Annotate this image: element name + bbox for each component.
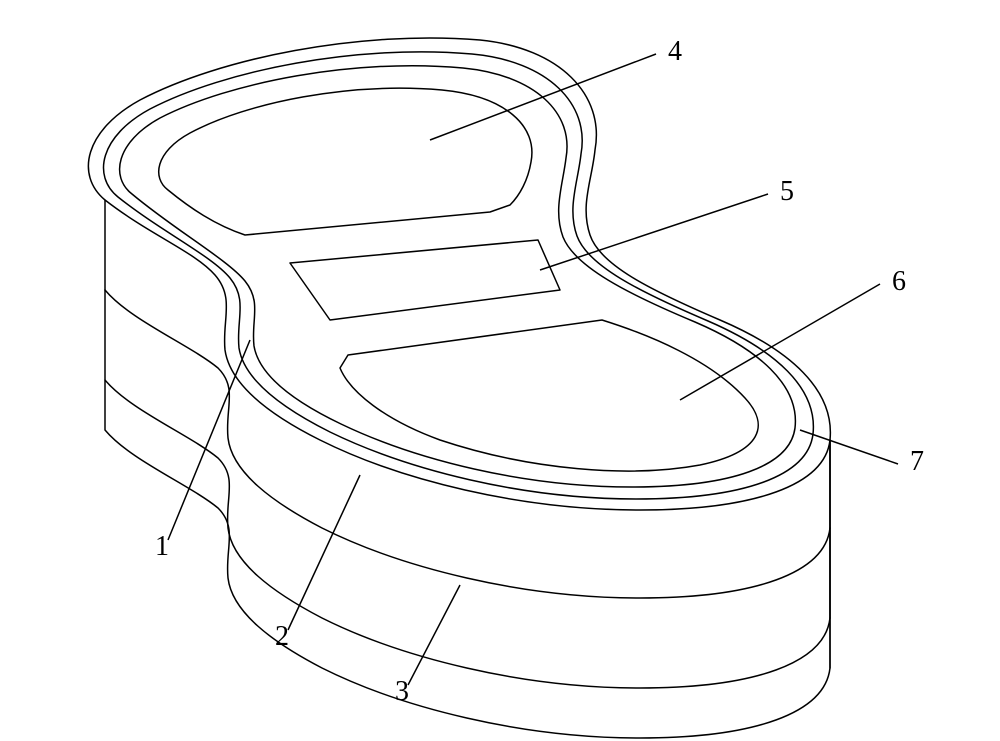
label-5: 5 (780, 176, 794, 207)
zone-midfoot (290, 240, 560, 320)
zone-toe (159, 88, 532, 235)
label-7: 7 (910, 446, 924, 477)
leader-7 (800, 430, 898, 464)
leader-5 (540, 194, 768, 270)
label-6: 6 (892, 266, 906, 297)
label-1: 1 (155, 531, 169, 562)
shoe-sole-diagram: 1 2 3 4 5 6 7 (0, 0, 1000, 741)
leader-4 (430, 54, 656, 140)
bottom-outline (105, 380, 830, 738)
seam-1 (105, 290, 830, 598)
label-4: 4 (668, 36, 682, 67)
leader-3 (408, 585, 460, 685)
seam-2 (105, 290, 830, 688)
label-2: 2 (275, 621, 289, 652)
sole-shape (88, 38, 830, 738)
top-outline-rim2 (104, 52, 814, 499)
callout-labels: 1 2 3 4 5 6 7 (155, 36, 924, 707)
leader-2 (288, 475, 360, 630)
label-3: 3 (395, 676, 409, 707)
top-outline-outer (88, 38, 830, 510)
leader-1 (168, 340, 250, 540)
leader-6 (680, 284, 880, 400)
